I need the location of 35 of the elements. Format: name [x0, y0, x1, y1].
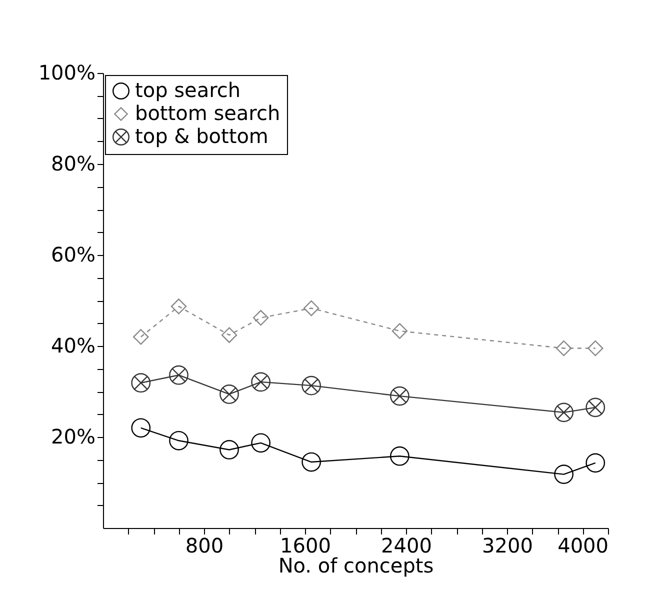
point — [221, 327, 238, 343]
point — [586, 398, 606, 418]
point — [251, 372, 270, 392]
point — [131, 418, 151, 438]
point — [251, 433, 270, 453]
y-tick-label: 100% — [38, 60, 96, 84]
point — [169, 365, 188, 385]
point — [554, 464, 574, 484]
point — [554, 402, 574, 422]
point — [133, 329, 149, 345]
point — [586, 453, 606, 473]
point — [303, 300, 320, 316]
point — [220, 440, 239, 460]
point — [556, 340, 572, 356]
legend-label: bottom search — [135, 101, 280, 125]
point — [252, 310, 269, 326]
legend-label: top search — [135, 78, 241, 102]
point — [392, 323, 408, 339]
x-tick-label: 800 — [185, 534, 224, 558]
point — [169, 430, 188, 450]
point — [390, 386, 410, 406]
y-tick-label: 20% — [51, 424, 96, 448]
y-tick-label: 60% — [51, 242, 96, 266]
point — [390, 446, 410, 466]
point — [170, 298, 187, 314]
y-tick-label: 80% — [51, 152, 96, 176]
point — [302, 376, 321, 396]
point — [302, 452, 321, 472]
point — [220, 384, 239, 404]
point — [588, 340, 604, 356]
y-tick-label: 40% — [51, 334, 96, 358]
point — [131, 373, 151, 393]
legend-label: top & bottom — [135, 124, 268, 148]
x-tick-label: 4000 — [558, 534, 608, 558]
x-tick-label: 3200 — [482, 534, 533, 558]
